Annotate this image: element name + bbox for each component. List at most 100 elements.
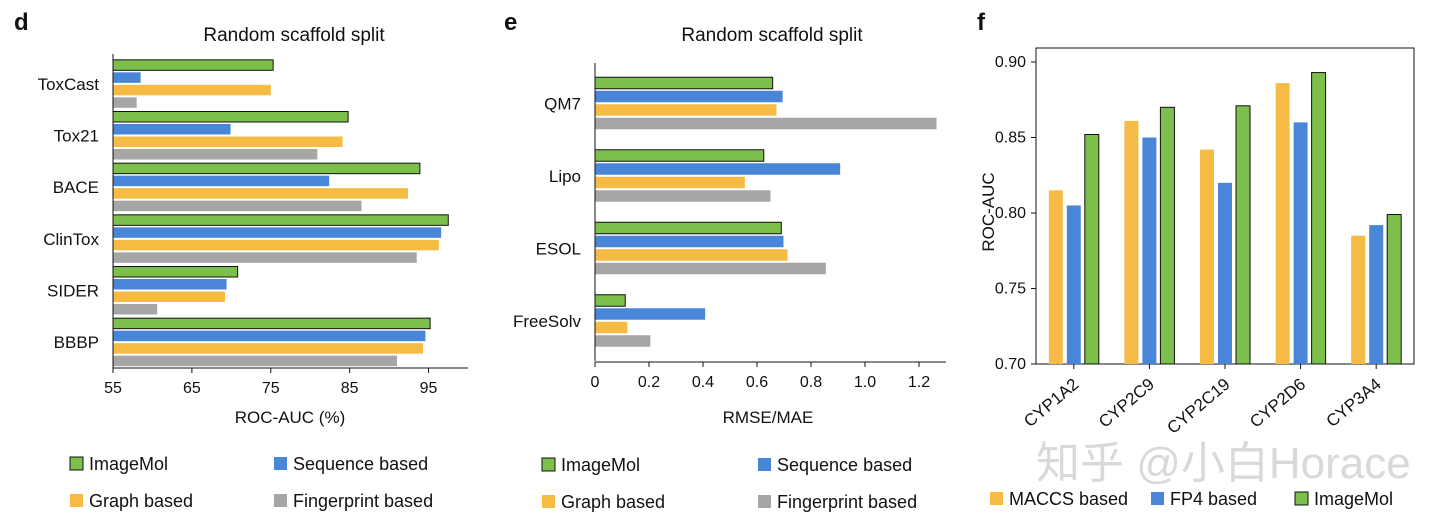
bar-cyp2d6-fp4-based [1293,122,1308,365]
bar-freesolv-fingerprint-based [595,335,651,347]
panel-f-bars [1048,72,1402,365]
legend-label-imagemol: ImageMol [89,454,168,474]
panel-f-y-ticks: 0.70 0.75 0.80 0.85 0.90 [995,54,1377,373]
bar-esol-graph-based [595,249,788,261]
x-tick-label: 0.6 [746,374,768,391]
x-tick-label: 0 [591,374,600,391]
bar-freesolv-sequence-based [595,308,706,320]
category-label-cyp2c19: CYP2C19 [1163,375,1233,438]
panel-d-legend: ImageMol Sequence based Graph based Fing… [69,454,433,511]
legend-label-graph: Graph based [561,492,665,512]
bar-cyp3a4-fp4-based [1369,225,1384,364]
bar-qm7-graph-based [595,104,777,116]
bar-sider-imagemol [112,266,239,278]
bar-toxcast-sequence-based [113,72,141,83]
x-tick-label: 0.8 [800,374,822,391]
bar-freesolv-imagemol [594,294,626,307]
bar-tox21-graph-based [113,136,343,147]
legend-label-imagemol: ImageMol [1314,489,1393,509]
legend-label-fingerprint: Fingerprint based [293,491,433,511]
panel-e: e Random scaffold split 0 0.2 0.4 0.6 0.8 1.0… [504,9,946,512]
category-label-bace: BACE [53,178,99,197]
bar-lipo-imagemol [594,149,765,162]
bar-tox21-fingerprint-based [113,149,318,160]
bar-bbbp-imagemol [112,317,431,330]
panel-e-categories: QM7 Lipo ESOL FreeSolv [513,94,582,331]
bar-bace-imagemol [112,162,421,175]
legend-label-sequence: Sequence based [293,454,428,474]
bar-cyp2c19-maccs-based [1200,149,1214,364]
legend-swatch-imagemol [541,457,556,472]
legend-label-imagemol: ImageMol [561,455,640,475]
bar-clintox-sequence-based [113,227,442,238]
panel-d-x-ticks: 55 65 75 85 95 [104,54,468,397]
bar-cyp2c9-imagemol [1159,106,1175,365]
category-label-sider: SIDER [47,282,99,301]
bar-bace-fingerprint-based [113,200,362,212]
y-tick-label: 0.85 [995,130,1026,147]
bar-cyp3a4-imagemol [1386,214,1402,365]
category-label-bbbp: BBBP [54,333,99,352]
bar-cyp1a2-imagemol [1084,133,1100,365]
bar-esol-sequence-based [595,235,784,248]
bar-bbbp-fingerprint-based [113,355,397,367]
bar-cyp2c19-fp4-based [1218,182,1232,364]
panel-e-legend: ImageMol Sequence based Graph based Fing… [541,455,917,512]
bar-cyp2c19-imagemol [1235,105,1251,365]
watermark: 知乎 @小白Horace [1036,439,1411,488]
x-tick-label: 1.2 [908,374,930,391]
x-tick-label: 0.2 [638,374,660,391]
legend-swatch-sequence [274,457,287,470]
category-label-lipo: Lipo [549,167,581,186]
panel-letter-f: f [977,9,986,36]
x-tick-label: 85 [341,380,359,397]
bar-clintox-imagemol [112,214,449,226]
y-tick-label: 0.70 [995,356,1026,373]
legend-swatch-imagemol [69,456,84,471]
legend-swatch-graph [542,495,555,508]
bar-cyp2c9-fp4-based [1142,137,1157,364]
panel-e-bars [594,76,937,347]
legend-swatch-graph [70,494,83,507]
bar-tox21-sequence-based [113,124,231,135]
category-label-qm7: QM7 [544,94,581,113]
bar-qm7-imagemol [594,76,774,90]
panel-d: d Random scaffold split 55 65 75 85 95 ToxCa… [14,9,468,511]
panel-f-y-label: ROC-AUC [979,172,998,251]
y-tick-label: 0.75 [995,281,1026,298]
legend-label-graph: Graph based [89,491,193,511]
x-tick-label: 95 [420,380,438,397]
bar-clintox-graph-based [113,239,439,251]
legend-label-fp4: FP4 based [1170,489,1257,509]
category-label-cyp2c9: CYP2C9 [1095,375,1158,432]
panel-d-bars [112,59,449,367]
panel-d-x-label: ROC-AUC (%) [235,408,346,427]
category-label-cyp1a2: CYP1A2 [1020,375,1082,431]
bar-lipo-graph-based [595,176,745,189]
bar-cyp1a2-maccs-based [1048,190,1063,364]
bar-esol-imagemol [594,221,782,235]
bar-cyp3a4-maccs-based [1351,235,1366,364]
bar-clintox-fingerprint-based [113,252,417,263]
legend-swatch-fingerprint [758,495,771,508]
bar-toxcast-imagemol [112,59,274,71]
legend-swatch-imagemol [1294,491,1309,506]
y-tick-label: 0.80 [995,205,1026,222]
bar-sider-sequence-based [113,279,227,290]
bar-toxcast-fingerprint-based [113,97,137,108]
panel-e-x-label: RMSE/MAE [723,408,814,427]
legend-swatch-fp4 [1151,492,1164,505]
x-tick-label: 0.4 [692,374,714,391]
panel-f: f 0.70 0.75 0.80 0.85 0.90 CYP1A2 CYP2C9 CYP2C… [977,9,1415,509]
panel-d-categories: ToxCast Tox21 BACE ClinTox SIDER BBBP [38,75,100,352]
category-label-cyp2d6: CYP2D6 [1246,375,1309,432]
legend-label-maccs: MACCS based [1009,489,1128,509]
panel-letter-d: d [14,9,29,36]
panel-f-legend: MACCS based FP4 based ImageMol [990,489,1393,509]
category-label-tox21: Tox21 [54,127,99,146]
bar-bbbp-sequence-based [113,330,426,342]
legend-swatch-fingerprint [274,494,287,507]
bar-cyp1a2-fp4-based [1066,205,1081,364]
category-label-cyp3a4: CYP3A4 [1323,375,1385,431]
